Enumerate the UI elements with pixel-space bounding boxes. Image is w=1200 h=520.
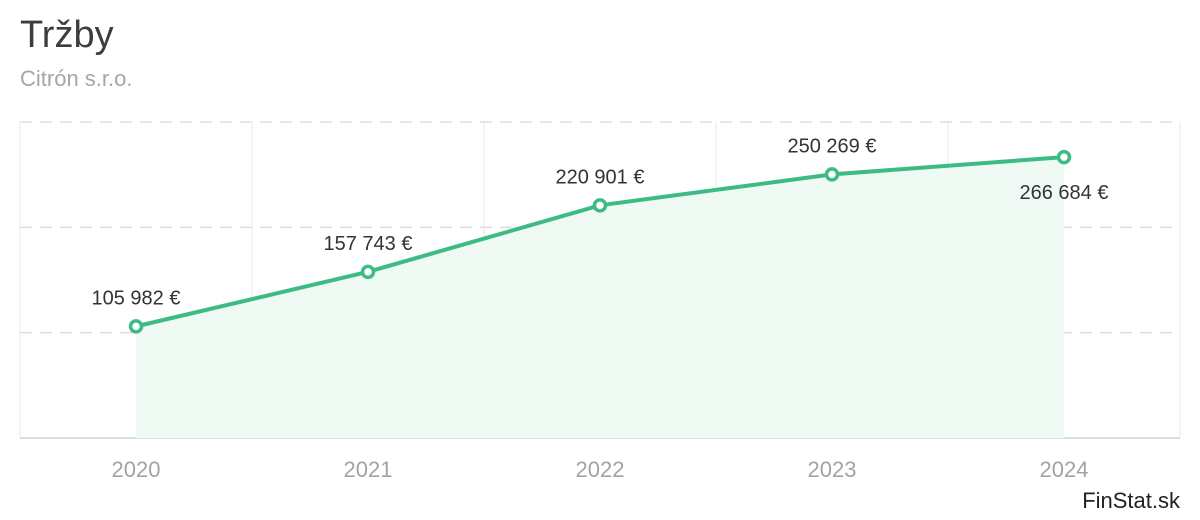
- x-tick-label: 2022: [576, 457, 625, 482]
- data-label-2024: 266 684 €: [1020, 182, 1109, 204]
- data-label-2021: 157 743 €: [324, 233, 413, 255]
- data-point-2023[interactable]: [824, 167, 840, 182]
- x-axis-ticks: 2020 2021 2022 2023 2024: [112, 457, 1089, 482]
- data-point-2021[interactable]: [360, 264, 376, 280]
- brand-watermark[interactable]: FinStat.sk: [1082, 488, 1180, 513]
- x-tick-label: 2021: [344, 457, 393, 482]
- x-tick-label: 2020: [112, 457, 161, 482]
- data-labels: 105 982 € 157 743 € 220 901 € 250 269 € 266 …: [92, 135, 1109, 309]
- data-label-2023: 250 269 €: [788, 135, 877, 157]
- data-point-2022[interactable]: [592, 198, 608, 213]
- data-label-2020: 105 982 €: [92, 287, 181, 309]
- chart-title: Tržby: [20, 14, 114, 56]
- chart-subtitle: Citrón s.r.o.: [20, 66, 133, 91]
- data-point-2024[interactable]: [1056, 149, 1072, 165]
- x-tick-label: 2024: [1040, 457, 1089, 482]
- x-tick-label: 2023: [808, 457, 857, 482]
- data-label-2022: 220 901 €: [556, 166, 645, 188]
- data-points: [128, 149, 1072, 334]
- area-fill: [136, 157, 1064, 439]
- data-point-2020[interactable]: [128, 319, 144, 334]
